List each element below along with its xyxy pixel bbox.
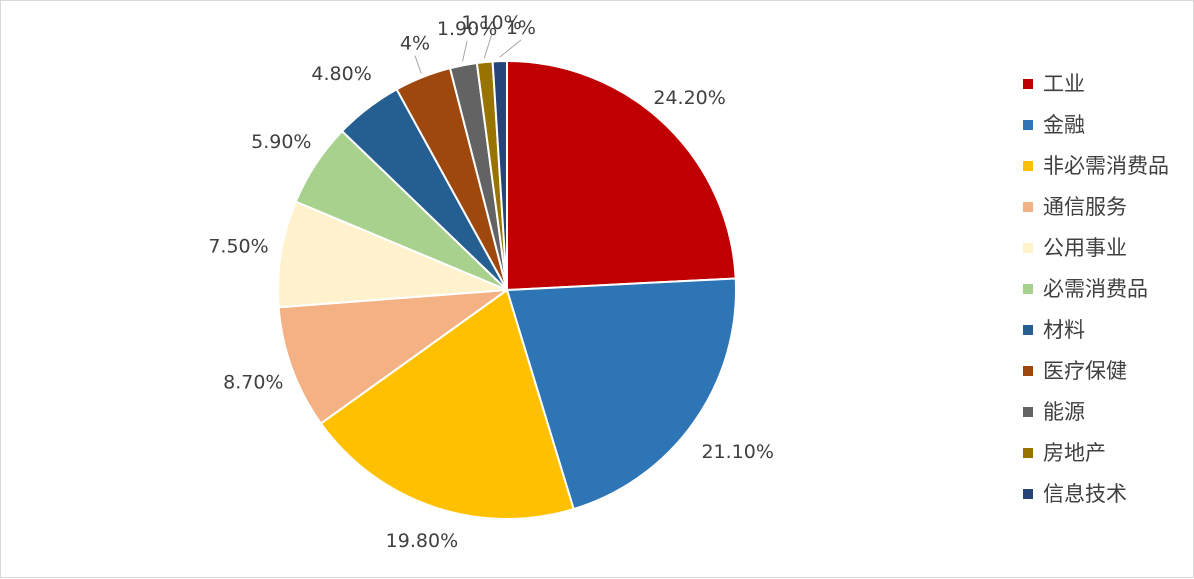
leader-line-8 [414, 55, 422, 74]
legend-label-10: 房地产 [1043, 441, 1106, 465]
legend-label-7: 材料 [1043, 318, 1085, 342]
legend-swatch-3 [1023, 161, 1033, 171]
data-label-2: 21.10% [701, 441, 773, 463]
data-label-6: 5.90% [251, 131, 311, 153]
legend-label-1: 工业 [1043, 72, 1085, 96]
legend-label-6: 必需消费品 [1043, 277, 1148, 301]
leader-lines [414, 35, 522, 74]
legend-label-8: 医疗保健 [1043, 359, 1127, 383]
legend-label-5: 公用事业 [1043, 236, 1127, 260]
pie-slice-5 [277, 200, 508, 309]
legend-label-2: 金融 [1043, 113, 1085, 137]
legend-swatch-4 [1023, 202, 1033, 212]
legend-swatch-5 [1023, 243, 1033, 253]
data-label-10: 1.10% [461, 12, 521, 34]
legend-swatch-11 [1023, 489, 1033, 499]
legend-label-3: 非必需消费品 [1043, 154, 1169, 178]
data-label-3: 19.80% [386, 530, 458, 552]
legend-swatch-1 [1023, 79, 1033, 89]
data-label-8: 4% [400, 33, 430, 55]
legend-swatch-2 [1023, 120, 1033, 130]
data-label-5: 7.50% [208, 236, 268, 258]
pie-slices [277, 59, 737, 520]
data-label-1: 24.20% [653, 87, 725, 109]
legend-swatch-6 [1023, 284, 1033, 294]
legend-label-11: 信息技术 [1043, 482, 1127, 506]
leader-line-11 [499, 39, 522, 58]
data-label-4: 8.70% [223, 371, 283, 393]
data-label-9: 1.90% [437, 18, 497, 40]
legend-swatch-8 [1023, 366, 1033, 376]
data-label-7: 4.80% [311, 63, 371, 85]
pie-slice-1 [506, 59, 737, 292]
pie-slice-4 [277, 288, 511, 425]
pie-slice-11 [491, 59, 508, 291]
leader-line-10 [483, 35, 492, 59]
legend-swatch-9 [1023, 407, 1033, 417]
legend-label-9: 能源 [1043, 400, 1085, 424]
data-labels: 24.20% 21.10% 19.80% 8.70% 7.50% 5.90% 4.80% 4%… [208, 12, 774, 552]
pie-slice-2 [505, 277, 737, 511]
legend-label-4: 通信服务 [1043, 195, 1127, 219]
legend-swatch-7 [1023, 325, 1033, 335]
leader-line-9 [462, 40, 468, 62]
legend-swatch-10 [1023, 448, 1033, 458]
pie-slice-3 [319, 288, 575, 520]
data-label-11: 1% [506, 17, 536, 39]
